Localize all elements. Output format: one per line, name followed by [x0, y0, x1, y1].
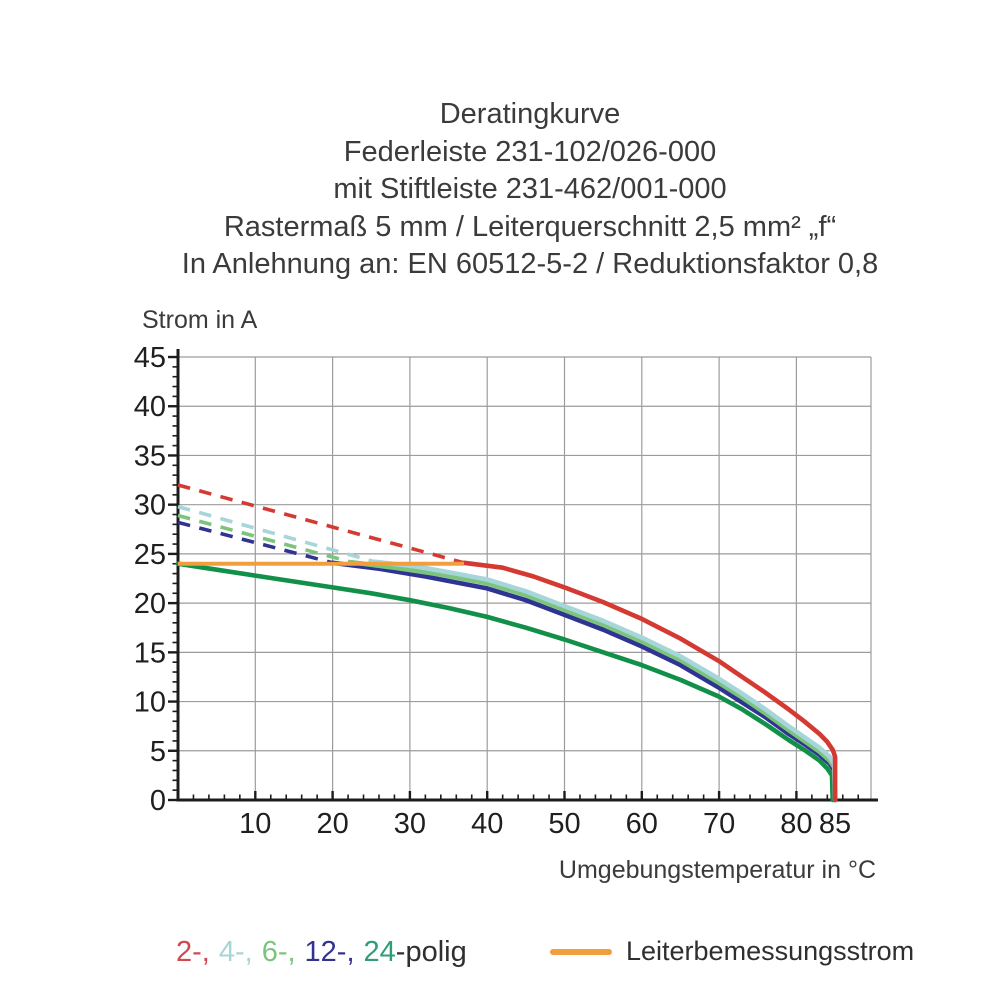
x-tick-label: 85: [819, 808, 851, 840]
title-line-1: Deratingkurve: [439, 98, 621, 130]
y-tick-label: 5: [150, 736, 166, 768]
y-tick-label: 35: [134, 440, 166, 472]
y-axis-label: Strom in A: [142, 306, 258, 334]
legend-pole-item-24: 24: [363, 936, 396, 968]
x-tick-label: 40: [471, 808, 503, 840]
series-4-polig: [372, 559, 838, 803]
tick-marks: [168, 355, 860, 802]
x-tick-label: 20: [316, 808, 348, 840]
x-tick-label: 60: [626, 808, 658, 840]
legend-pole-item-4: 4-,: [218, 936, 253, 968]
y-tick-label: 20: [134, 588, 166, 620]
series-dashed-4-polig: [177, 504, 376, 564]
legend-rated-current: Leiterbemessungsstrom: [550, 936, 914, 967]
series-24-polig: [175, 561, 836, 803]
x-tick-label: 50: [548, 808, 580, 840]
y-tick-label: 25: [134, 539, 166, 571]
y-tick-label: 45: [134, 342, 166, 374]
y-tick-label: 40: [134, 391, 166, 423]
series-dashed-12-polig: [177, 520, 334, 565]
legend-pole-item-12: 12-,: [304, 936, 355, 968]
x-tick-label: 70: [703, 808, 735, 840]
title-line-4: Rastermaß 5 mm / Leiterquerschnitt 2,5 m…: [223, 210, 837, 243]
series-dashed-2-polig: [177, 483, 465, 565]
series-2-polig: [461, 560, 838, 803]
tick-labels: 10 20 30 40 50 60 70 80 85 0 5 10 15 20 25 30 35 40 45: [134, 342, 851, 840]
y-tick-label: 30: [134, 490, 166, 522]
series-dashed-6-polig: [177, 513, 353, 565]
x-tick-label: 80: [780, 808, 812, 840]
axes: [176, 349, 878, 802]
rated-current-label: Leiterbemessungsstrom: [626, 936, 915, 966]
x-axis-label: Umgebungstemperatur in °C: [558, 856, 876, 884]
chart-title-block: Deratingkurve Federleiste 231-102/026-00…: [80, 96, 980, 284]
title-line-5: In Anlehnung an: EN 60512-5-2 / Reduktio…: [181, 248, 879, 280]
legend-poles: 2-, 4-, 6-, 12-, 24-polig: [176, 936, 467, 969]
rated-current-swatch: [550, 948, 612, 955]
title-line-3: mit Stiftleiste 231-462/001-000: [333, 173, 727, 205]
y-tick-label: 10: [134, 687, 166, 719]
y-tick-label: 0: [150, 785, 166, 817]
legend-pole-item-2: 2-,: [176, 936, 210, 968]
x-tick-label: 10: [239, 808, 271, 840]
title-line-2: Federleiste 231-102/026-000: [343, 135, 717, 168]
y-tick-label: 15: [134, 637, 166, 669]
series-6-polig: [349, 559, 838, 803]
x-tick-label: 30: [394, 808, 426, 840]
legend-pole-suffix: -polig: [395, 936, 467, 968]
legend-pole-item-6: 6-,: [261, 936, 296, 968]
